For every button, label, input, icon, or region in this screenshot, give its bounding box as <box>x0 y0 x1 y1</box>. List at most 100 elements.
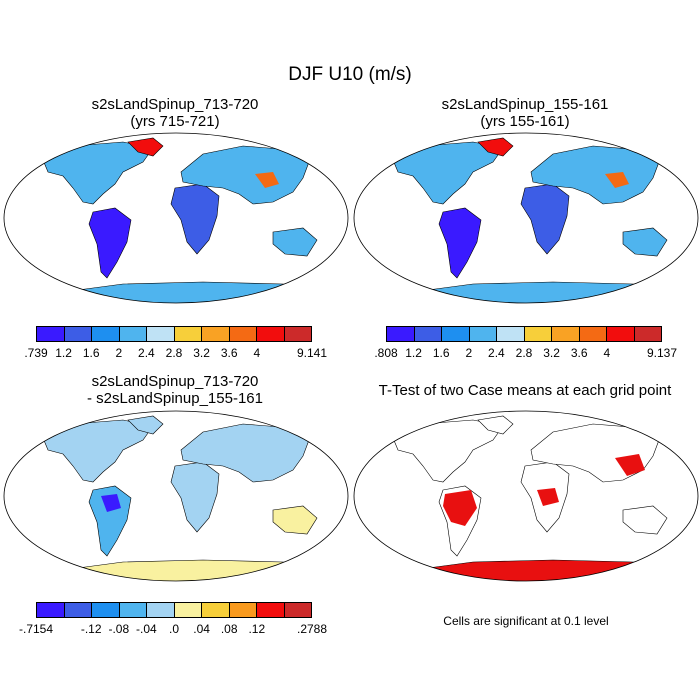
australia <box>622 227 668 257</box>
panel-4-title-line1: T-Test of two Case means at each grid po… <box>378 382 672 399</box>
colorbar-2-swatch <box>497 327 525 341</box>
colorbar-2-label: 3.2 <box>543 346 560 360</box>
colorbar-3-swatch <box>37 603 65 617</box>
colorbar-1-label: 9.141 <box>296 346 328 360</box>
colorbar-3-label: .04 <box>193 622 210 636</box>
map-panel-4 <box>353 410 699 582</box>
colorbar-2-label: 4 <box>603 346 611 360</box>
colorbar-2-swatch <box>552 327 580 341</box>
colorbar-3-label: .2788 <box>296 622 328 636</box>
colorbar-1-swatch <box>147 327 175 341</box>
tibet-hotspot <box>605 172 629 188</box>
north-america <box>42 419 154 483</box>
south-america <box>88 207 132 279</box>
colorbar-1-label: 2 <box>115 346 123 360</box>
colorbar-3-swatch <box>119 603 147 617</box>
colorbar-1-label: 2.8 <box>165 346 183 360</box>
colorbar-3-label: -.12 <box>80 622 102 636</box>
greenland <box>477 415 514 435</box>
colorbar-3-swatch <box>64 603 92 617</box>
greenland <box>477 137 514 157</box>
colorbar-1-swatch <box>174 327 202 341</box>
eurasia <box>180 145 310 205</box>
panel-3-title: s2sLandSpinup_713-720 - s2sLandSpinup_15… <box>10 373 340 407</box>
greenland <box>127 415 164 435</box>
colorbar-3-labels: -.7154 -.12 -.08 -.04 .0 .04 .08 .12 .2788 <box>19 622 327 636</box>
colorbar-3-swatch <box>92 603 120 617</box>
colorbar-1-label: 1.6 <box>82 346 100 360</box>
colorbar-1-swatch <box>64 327 92 341</box>
colorbar-2-swatch <box>524 327 552 341</box>
panel-1-title-line1: s2sLandSpinup_713-720 <box>91 96 259 113</box>
australia <box>272 227 318 257</box>
australia <box>622 505 668 535</box>
figure-title: DJF U10 (m/s) <box>288 64 412 85</box>
colorbar-1-label: 1.2 <box>55 346 72 360</box>
panel-4-title: T-Test of two Case means at each grid po… <box>350 382 700 399</box>
colorbar-2-swatch <box>579 327 607 341</box>
colorbar-1-label: 3.6 <box>220 346 238 360</box>
panel-1-title-line2: (yrs 715-721) <box>130 113 220 130</box>
colorbar-2-label: .808 <box>374 346 398 360</box>
colorbar-1-swatch <box>202 327 230 341</box>
colorbar-2-label: 2.8 <box>515 346 533 360</box>
colorbar-1-label: 2.4 <box>138 346 155 360</box>
panel-2-title-line2: (yrs 155-161) <box>480 113 570 130</box>
colorbar-2-swatch <box>469 327 497 341</box>
south-america <box>88 485 132 557</box>
panel-2-title: s2sLandSpinup_155-161 (yrs 155-161) <box>360 96 690 130</box>
colorbar-2-swatch <box>634 327 661 341</box>
colorbar-2-label: 2 <box>465 346 473 360</box>
colorbar-1-labels: .739 1.2 1.6 2 2.4 2.8 3.2 3.6 4 9.141 <box>24 346 327 360</box>
colorbar-1-swatch <box>257 327 285 341</box>
colorbar-2-label: 1.6 <box>432 346 450 360</box>
amazon-hotspot <box>101 494 121 512</box>
colorbar-3-label: -.7154 <box>18 622 54 636</box>
asia-significant <box>615 454 645 476</box>
colorbar-3-label: .08 <box>220 622 238 636</box>
colorbar-1-swatch <box>119 327 147 341</box>
panel-3-title-line1: s2sLandSpinup_713-720 <box>91 373 259 390</box>
colorbar-1-swatch <box>229 327 257 341</box>
tibet-hotspot <box>255 172 279 188</box>
colorbar-2-swatch <box>442 327 470 341</box>
north-america <box>392 419 504 483</box>
africa <box>520 183 570 255</box>
colorbar-1-swatch <box>284 327 311 341</box>
amazon-significant <box>443 490 477 526</box>
colorbar-2-swatch <box>607 327 635 341</box>
north-america <box>42 141 154 205</box>
panel-1-title: s2sLandSpinup_713-720 (yrs 715-721) <box>10 96 340 130</box>
map-panel-3 <box>3 410 349 582</box>
greenland <box>127 137 164 157</box>
colorbar-2-swatch <box>414 327 442 341</box>
colorbar-1-label: 4 <box>253 346 261 360</box>
colorbar-3-swatch <box>257 603 285 617</box>
panel-2-title-line1: s2sLandSpinup_155-161 <box>441 96 609 113</box>
colorbar-3-label: .12 <box>248 622 266 636</box>
colorbar-3 <box>36 602 312 618</box>
colorbar-1 <box>36 326 312 342</box>
eurasia <box>180 423 310 483</box>
africa <box>170 183 220 255</box>
africa <box>170 461 220 533</box>
colorbar-3-label: -.04 <box>136 622 157 636</box>
colorbar-1-label: 3.2 <box>193 346 210 360</box>
colorbar-3-swatch <box>284 603 311 617</box>
map-panel-2 <box>353 132 699 304</box>
colorbar-2-label: 2.4 <box>488 346 505 360</box>
south-america <box>438 207 482 279</box>
ttest-note: Cells are significant at 0.1 level <box>443 614 609 628</box>
colorbar-2-swatch <box>387 327 415 341</box>
colorbar-2-labels: .808 1.2 1.6 2 2.4 2.8 3.2 3.6 4 9.137 <box>374 346 677 360</box>
colorbar-2-label: 9.137 <box>646 346 678 360</box>
colorbar-3-swatch <box>229 603 257 617</box>
colorbar-2-label: 1.2 <box>405 346 422 360</box>
panel-3-title-line2: - s2sLandSpinup_155-161 <box>87 390 263 407</box>
colorbar-3-label: -.08 <box>108 622 130 636</box>
colorbar-1-swatch <box>37 327 65 341</box>
map-panel-1 <box>3 132 349 304</box>
colorbar-3-swatch <box>147 603 175 617</box>
eurasia <box>530 145 660 205</box>
colorbar-3-swatch <box>202 603 230 617</box>
